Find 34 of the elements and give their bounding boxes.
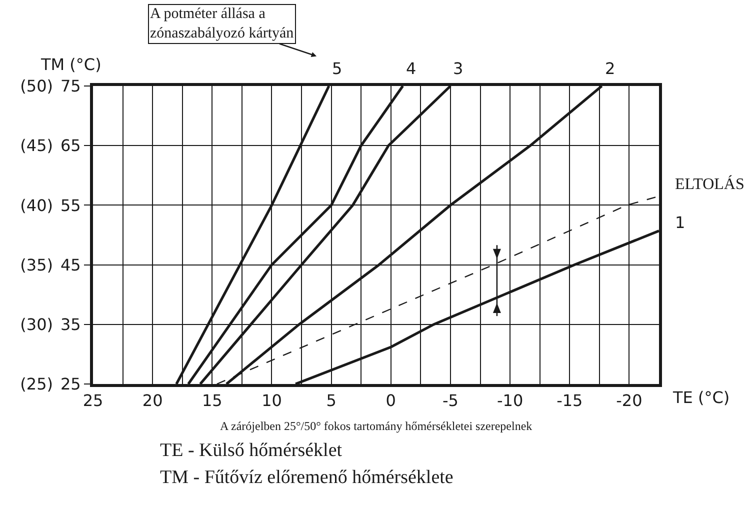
x-tick-label: 5 [326, 391, 336, 410]
x-tick-label: 10 [262, 391, 282, 410]
y2-tick-label: (40) [20, 196, 53, 215]
y2-tick-label: (25) [20, 374, 53, 394]
x-tick-label: -15 [556, 391, 583, 410]
series-label: 5 [332, 59, 342, 78]
y2-tick-label: (30) [20, 315, 53, 334]
y-axis-title: TM (°C) [40, 55, 102, 74]
x-tick-label: 0 [386, 391, 396, 410]
x-tick-label: -20 [616, 391, 642, 410]
text: TE - Külső hőmérséklet [160, 440, 343, 461]
series-label: 3 [453, 59, 464, 78]
text: TM - Fűtővíz előremenő hőmérséklete [160, 467, 454, 488]
text: A potméter állása a zónaszabályozó kártyán [150, 6, 294, 42]
y-tick-label: 75 [60, 76, 81, 96]
y2-tick-label: (35) [20, 255, 53, 274]
y-tick-label: 55 [60, 196, 81, 215]
x-tick-label: 20 [142, 391, 163, 410]
y-tick-label: 65 [60, 136, 81, 156]
series-label: 2 [605, 59, 616, 78]
x-axis-title: TE (°C) [672, 388, 730, 407]
x-tick-label: 25 [82, 391, 104, 410]
x-tick-label: -10 [496, 391, 524, 410]
series-label: 4 [406, 59, 416, 78]
y-tick-label: 35 [60, 315, 81, 334]
y2-tick-label: (50) [20, 76, 53, 96]
series-label: 1 [675, 213, 686, 232]
x-tick-label: 15 [202, 391, 222, 410]
y-tick-label: 45 [60, 255, 81, 274]
x-tick-label: -5 [442, 391, 458, 410]
y2-tick-label: (45) [20, 136, 53, 156]
text: A zárójelben 25°/50° fokos tartomány hőmérsékletei szerepelnek [220, 419, 532, 433]
y-tick-label: 25 [60, 374, 81, 394]
series-label: ELTOLÁS [675, 175, 744, 193]
